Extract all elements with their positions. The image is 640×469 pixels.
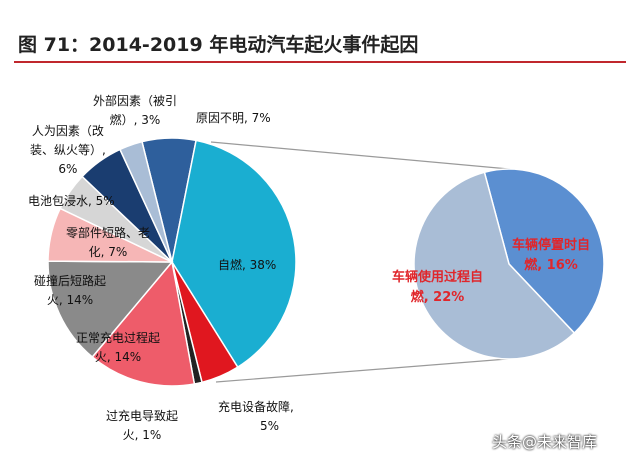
detail-slice-1	[413, 171, 576, 360]
chart-title: 图 71：2014-2019 年电动汽车起火事件起因	[18, 34, 419, 56]
label-normal-charging: 正常充电过程起 火, 14%	[76, 331, 161, 364]
watermark: 头条@未来智库	[492, 433, 598, 451]
label-external-factors: 外部因素（被引 燃）, 3%	[93, 94, 178, 127]
label-parked-self-ignition: 车辆停置时自 燃, 16%	[512, 238, 591, 273]
label-collision: 碰撞后短路起 火, 14%	[34, 274, 107, 307]
main-slice-4	[91, 260, 196, 387]
label-unknown: 原因不明, 7%	[196, 111, 271, 125]
main-slice-9	[118, 140, 173, 263]
label-charger-fault: 充电设备故障, 5%	[218, 400, 294, 433]
label-self-ignition: 自燃, 38%	[218, 258, 277, 272]
main-pie	[47, 137, 297, 387]
connector-line-1	[215, 357, 521, 383]
connector-lines	[210, 141, 521, 383]
main-slice-5	[47, 260, 174, 359]
detail-slice-0	[483, 168, 605, 335]
detail-pie	[413, 168, 605, 360]
connector-line-0	[210, 141, 521, 171]
label-component-short: 零部件短路、老 化, 7%	[66, 226, 151, 259]
label-human-factors: 人为因素（改 装、纵火等）, 6%	[30, 124, 106, 176]
label-battery-water: 电池包浸水, 5%	[28, 194, 115, 208]
title-rule	[14, 61, 626, 63]
label-driving-self-ignition: 车辆使用过程自 燃, 22%	[392, 270, 484, 305]
label-overcharge: 过充电导致起 火, 1%	[106, 409, 179, 442]
